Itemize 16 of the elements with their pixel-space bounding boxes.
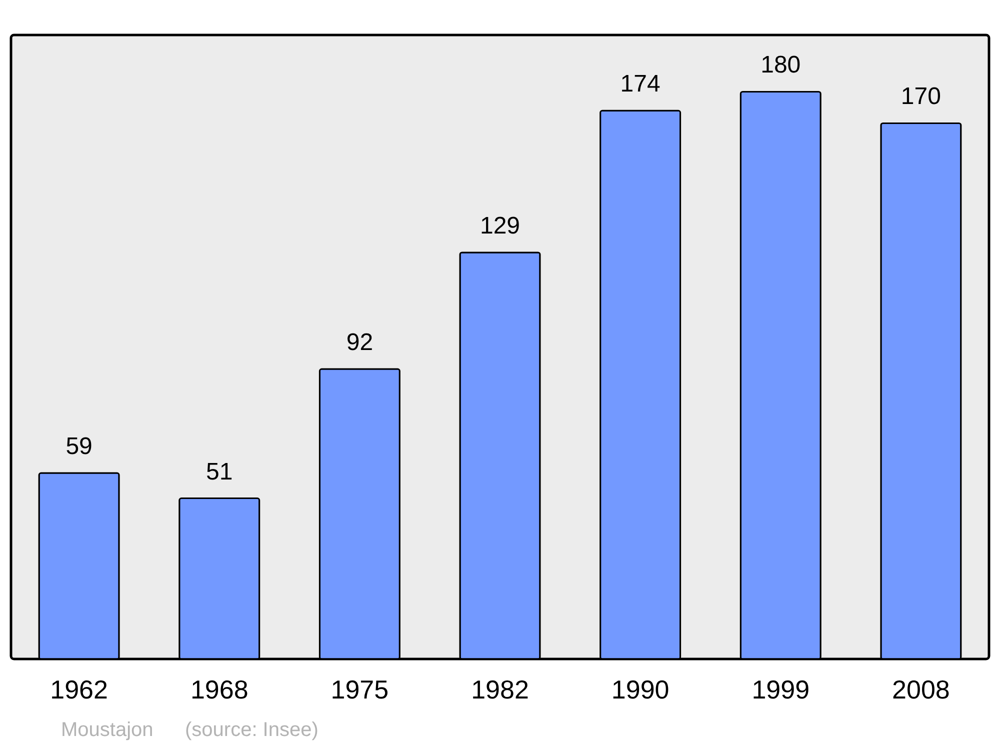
x-tick-label: 1975	[330, 674, 389, 704]
data-label: 170	[900, 83, 941, 110]
data-label: 51	[206, 458, 233, 486]
data-label: 129	[480, 212, 520, 240]
data-label: 174	[620, 70, 660, 98]
x-tick-label: 1999	[752, 674, 810, 704]
x-tick-label: 1990	[611, 674, 670, 704]
data-label: 180	[760, 52, 801, 79]
x-tick-label: 1968	[190, 674, 248, 704]
x-tick-label: 1982	[471, 674, 529, 704]
data-label: 59	[66, 433, 92, 460]
text: (source: Insee)	[185, 719, 318, 741]
x-tick-label: 1962	[50, 674, 108, 704]
text: Moustajon	[61, 719, 154, 741]
data-label: 92	[346, 329, 374, 356]
x-tick-label: 2008	[892, 674, 950, 704]
